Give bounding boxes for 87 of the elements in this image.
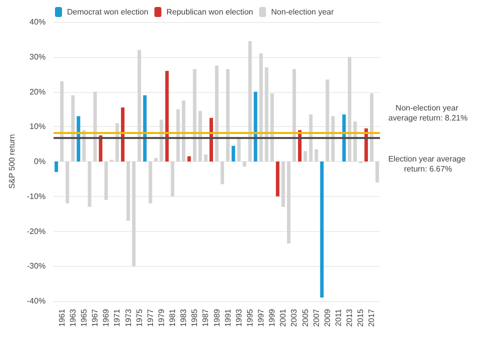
bar — [276, 162, 280, 196]
ref-line-label: Non-election year average return: 8.21% — [388, 103, 468, 122]
x-tick-label: 1965 — [80, 308, 89, 327]
bar — [314, 149, 318, 162]
bar — [192, 69, 196, 162]
bar — [286, 162, 290, 244]
bar — [210, 118, 214, 162]
ref-line-label: Election year average return: 6.67% — [388, 154, 468, 174]
bar — [198, 110, 202, 162]
y-tick-label: 10% — [30, 122, 46, 132]
bar — [248, 41, 252, 162]
bar — [104, 162, 108, 200]
bar — [143, 95, 147, 162]
x-tick-label: 1985 — [190, 308, 200, 327]
x-tick-label: 1989 — [212, 308, 222, 327]
bar — [138, 50, 142, 162]
bar — [160, 120, 164, 162]
bar — [220, 162, 224, 184]
y-axis-title: S&P 500 return — [8, 134, 16, 189]
bar — [375, 162, 379, 182]
bar — [71, 95, 75, 162]
bar — [120, 107, 124, 162]
bar — [232, 146, 236, 162]
x-tick-label: 1987 — [201, 308, 210, 327]
x-tick-label: 1991 — [223, 308, 232, 327]
x-tick-label: 1999 — [268, 308, 277, 327]
bar — [348, 56, 352, 162]
x-tick-label: 1963 — [68, 308, 78, 327]
x-tick-label: 2009 — [322, 308, 332, 327]
y-tick-label: 30% — [30, 52, 46, 62]
bar — [66, 162, 70, 204]
x-tick-label: 1981 — [168, 308, 178, 327]
x-tick-label: 2003 — [290, 308, 299, 327]
legend-label: Democrat won election — [67, 8, 148, 16]
y-tick-label: 20% — [30, 87, 46, 96]
x-tick-label: 1977 — [146, 308, 155, 327]
y-tick-label: -20% — [26, 226, 46, 236]
x-tick-label: 1983 — [179, 308, 188, 327]
x-tick-label: 1997 — [256, 308, 266, 327]
y-tick-label: -40% — [26, 296, 46, 306]
x-tick-label: 2011 — [334, 308, 344, 326]
bar — [154, 158, 158, 162]
bar — [54, 162, 58, 172]
legend-label: Non-election year — [271, 8, 334, 16]
bar — [88, 162, 92, 207]
x-tick-label: 2007 — [312, 308, 321, 327]
x-tick-label: 1961 — [57, 308, 66, 327]
bar — [93, 92, 97, 162]
x-tick-label: 1979 — [156, 308, 166, 327]
y-tick-label: 0% — [34, 157, 46, 166]
bar — [242, 162, 246, 167]
bar — [304, 151, 308, 162]
bar — [215, 66, 219, 162]
x-tick-label: 2017 — [367, 308, 376, 327]
x-tick-label: 2001 — [278, 308, 288, 327]
y-tick-label: -30% — [26, 262, 46, 271]
bar — [237, 137, 241, 162]
x-tick-label: 1967 — [90, 308, 100, 327]
bar — [126, 162, 130, 221]
bar — [204, 154, 208, 162]
legend-label: Republican won election — [166, 8, 254, 16]
y-tick-label: 40% — [30, 18, 46, 26]
bar — [98, 135, 102, 162]
bar — [165, 70, 169, 162]
bar — [60, 81, 64, 162]
bar — [148, 162, 152, 204]
x-tick-label: 1973 — [124, 308, 133, 327]
bar — [226, 69, 230, 162]
y-tick-label: -10% — [26, 192, 46, 201]
bar — [281, 162, 285, 207]
x-tick-label: 1971 — [112, 308, 122, 327]
x-tick-label: 2015 — [356, 308, 366, 327]
bar — [320, 162, 324, 298]
x-tick-label: 1975 — [134, 308, 144, 327]
bar — [187, 156, 191, 162]
x-tick-label: 1969 — [102, 308, 111, 327]
bar — [132, 162, 136, 266]
bar — [170, 162, 174, 196]
bar — [326, 80, 330, 162]
x-tick-label: 1993 — [234, 308, 244, 327]
bar — [292, 69, 296, 162]
bar — [254, 92, 258, 162]
bar — [259, 53, 263, 162]
x-tick-label: 2005 — [300, 308, 310, 327]
x-tick-label: 2013 — [345, 308, 354, 327]
bar — [370, 93, 374, 162]
x-tick-label: 1995 — [245, 308, 254, 327]
